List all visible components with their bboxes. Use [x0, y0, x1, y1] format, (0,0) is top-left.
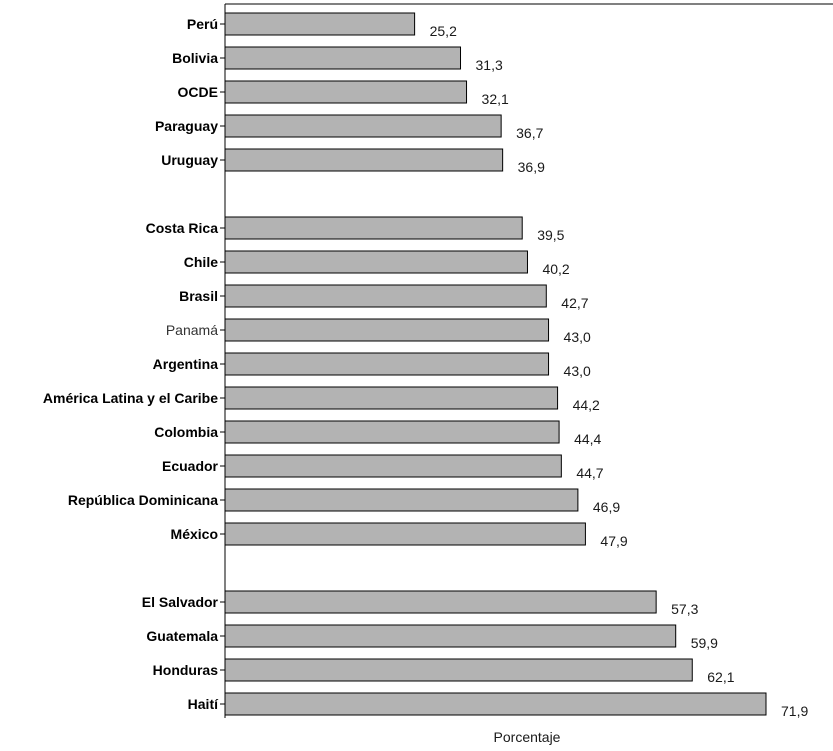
- x-axis-title: Porcentaje: [494, 729, 561, 745]
- value-label-brasil: 42,7: [561, 295, 588, 311]
- value-label-mexico: 47,9: [600, 533, 627, 549]
- bar-colombia: [224, 420, 560, 444]
- category-label-colombia: Colombia: [154, 424, 218, 440]
- value-label-chile: 40,2: [542, 261, 569, 277]
- category-label-uruguay: Uruguay: [161, 152, 218, 168]
- bar-panama: [224, 318, 550, 342]
- bar-republica-dominicana: [224, 488, 579, 512]
- category-labels-group: Perú Bolivia OCDE Paraguay Uruguay Costa Rica…: [43, 16, 219, 712]
- value-label-el-salvador: 57,3: [671, 601, 698, 617]
- category-label-brasil: Brasil: [179, 288, 218, 304]
- category-label-argentina: Argentina: [153, 356, 219, 372]
- bar-uruguay: [224, 148, 504, 172]
- bar-peru: [224, 12, 416, 36]
- bar-ocde: [224, 80, 468, 104]
- value-label-panama: 43,0: [564, 329, 591, 345]
- category-label-chile: Chile: [184, 254, 218, 270]
- category-label-ecuador: Ecuador: [162, 458, 219, 474]
- value-label-ecuador: 44,7: [576, 465, 603, 481]
- category-label-bolivia: Bolivia: [172, 50, 218, 66]
- value-label-ocde: 32,1: [482, 91, 509, 107]
- category-label-republica-dominicana: República Dominicana: [68, 492, 218, 508]
- value-label-haiti: 71,9: [781, 703, 808, 719]
- bar-haiti: [224, 692, 767, 716]
- category-label-mexico: México: [171, 526, 218, 542]
- bar-costa-rica: [224, 216, 523, 240]
- category-label-haiti: Haití: [188, 696, 219, 712]
- value-label-argentina: 43,0: [564, 363, 591, 379]
- category-label-panama: Panamá: [166, 322, 218, 338]
- bar-chile: [224, 250, 528, 274]
- bar-america-latina-y-el-caribe: [224, 386, 559, 410]
- value-label-uruguay: 36,9: [518, 159, 545, 175]
- bar-el-salvador: [224, 590, 657, 614]
- bar-argentina: [224, 352, 550, 376]
- value-label-republica-dominicana: 46,9: [593, 499, 620, 515]
- bars-group: [220, 12, 767, 716]
- bar-honduras: [224, 658, 693, 682]
- value-label-guatemala: 59,9: [691, 635, 718, 651]
- value-label-america-latina-y-el-caribe: 44,2: [573, 397, 600, 413]
- bar-bolivia: [224, 46, 462, 70]
- category-label-america-latina-y-el-caribe: América Latina y el Caribe: [43, 390, 218, 406]
- bar-brasil: [224, 284, 547, 308]
- category-label-el-salvador: El Salvador: [142, 594, 219, 610]
- bar-paraguay: [224, 114, 502, 138]
- category-label-guatemala: Guatemala: [146, 628, 218, 644]
- value-label-peru: 25,2: [430, 23, 457, 39]
- value-labels-group: 25,2 31,3 32,1 36,7 36,9 39,5 40,2 42,7 43,0 43,0…: [430, 23, 809, 719]
- category-label-costa-rica: Costa Rica: [146, 220, 219, 236]
- value-label-bolivia: 31,3: [476, 57, 503, 73]
- value-label-honduras: 62,1: [707, 669, 734, 685]
- category-label-honduras: Honduras: [153, 662, 219, 678]
- category-label-peru: Perú: [187, 16, 218, 32]
- value-label-colombia: 44,4: [574, 431, 601, 447]
- bar-mexico: [224, 522, 586, 546]
- bar-guatemala: [224, 624, 677, 648]
- bar-ecuador: [224, 454, 562, 478]
- category-label-ocde: OCDE: [178, 84, 218, 100]
- category-label-paraguay: Paraguay: [155, 118, 218, 134]
- value-label-paraguay: 36,7: [516, 125, 543, 141]
- value-label-costa-rica: 39,5: [537, 227, 564, 243]
